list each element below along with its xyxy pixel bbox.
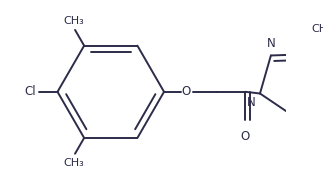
Text: CH₃: CH₃ — [63, 16, 84, 26]
Text: O: O — [182, 85, 191, 98]
Text: N: N — [266, 37, 275, 50]
Text: Cl: Cl — [25, 85, 36, 98]
Text: CH₃: CH₃ — [311, 24, 323, 35]
Text: O: O — [241, 130, 250, 143]
Text: N: N — [247, 96, 256, 109]
Text: CH₃: CH₃ — [63, 158, 84, 168]
